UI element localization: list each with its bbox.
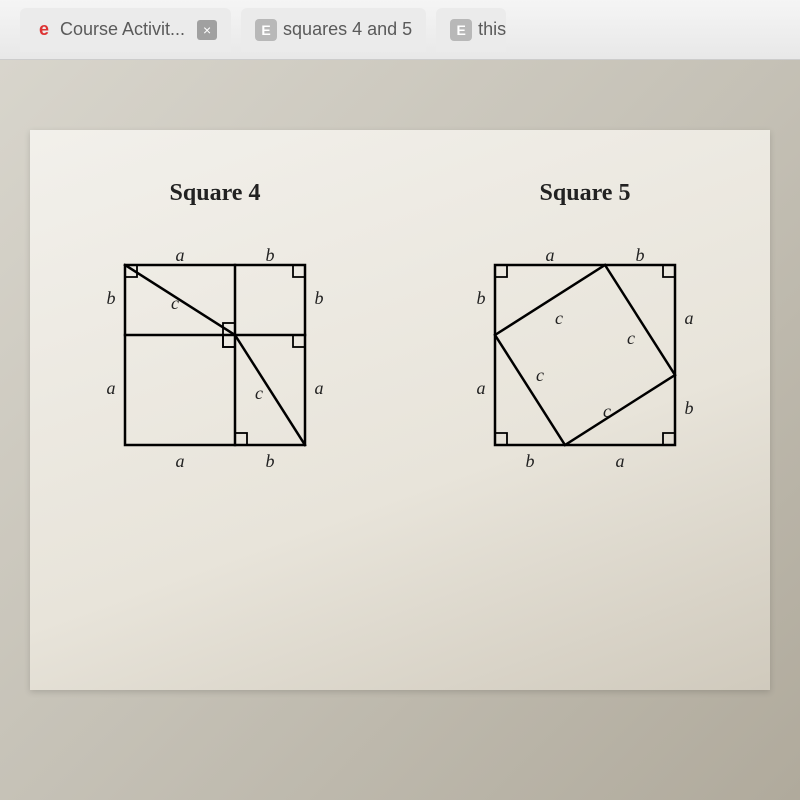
square-5-diagram: a b b a a b b a c c c c bbox=[465, 235, 705, 475]
svg-text:c: c bbox=[171, 293, 179, 313]
tab-label: squares 4 and 5 bbox=[283, 19, 412, 40]
svg-text:a: a bbox=[176, 451, 185, 471]
svg-text:a: a bbox=[685, 308, 694, 328]
svg-text:b: b bbox=[266, 245, 275, 265]
svg-text:b: b bbox=[477, 288, 486, 308]
svg-text:c: c bbox=[536, 365, 544, 385]
tab-squares-4-and-5[interactable]: E squares 4 and 5 bbox=[241, 8, 426, 52]
svg-text:b: b bbox=[107, 288, 116, 308]
svg-text:b: b bbox=[526, 451, 535, 471]
svg-text:b: b bbox=[266, 451, 275, 471]
svg-text:b: b bbox=[315, 288, 324, 308]
close-icon[interactable]: × bbox=[197, 20, 217, 40]
svg-text:b: b bbox=[636, 245, 645, 265]
square-5-title: Square 5 bbox=[540, 180, 631, 207]
svg-text:a: a bbox=[477, 378, 486, 398]
svg-text:c: c bbox=[555, 308, 563, 328]
tab-favicon-icon: E bbox=[450, 19, 472, 41]
square-5-column: Square 5 a b b a a b b a c c c c bbox=[465, 180, 705, 690]
svg-text:c: c bbox=[627, 328, 635, 348]
tab-this[interactable]: E this bbox=[436, 8, 506, 52]
svg-text:a: a bbox=[616, 451, 625, 471]
tab-label: Course Activit... bbox=[60, 19, 185, 40]
svg-text:c: c bbox=[255, 383, 263, 403]
square-4-diagram: a b b a b a a b c c bbox=[95, 235, 335, 475]
square-4-title: Square 4 bbox=[170, 180, 261, 207]
document-page: Square 4 a b b a b a a b c c Square 5 a b b a a b b a c c c… bbox=[30, 130, 770, 690]
svg-text:a: a bbox=[107, 378, 116, 398]
svg-text:a: a bbox=[546, 245, 555, 265]
svg-text:a: a bbox=[176, 245, 185, 265]
svg-text:c: c bbox=[603, 401, 611, 421]
square-4-column: Square 4 a b b a b a a b c c bbox=[95, 180, 335, 690]
tab-label: this bbox=[478, 19, 506, 40]
tab-course-activity[interactable]: e Course Activit... × bbox=[20, 8, 231, 52]
browser-tab-bar: e Course Activit... × E squares 4 and 5 … bbox=[0, 0, 800, 60]
tab-favicon-icon: E bbox=[255, 19, 277, 41]
svg-text:a: a bbox=[315, 378, 324, 398]
svg-text:b: b bbox=[685, 398, 694, 418]
content-area: Square 4 a b b a b a a b c c Square 5 a b b a a b b a c c c… bbox=[0, 60, 800, 800]
tab-favicon-icon: e bbox=[34, 20, 54, 40]
